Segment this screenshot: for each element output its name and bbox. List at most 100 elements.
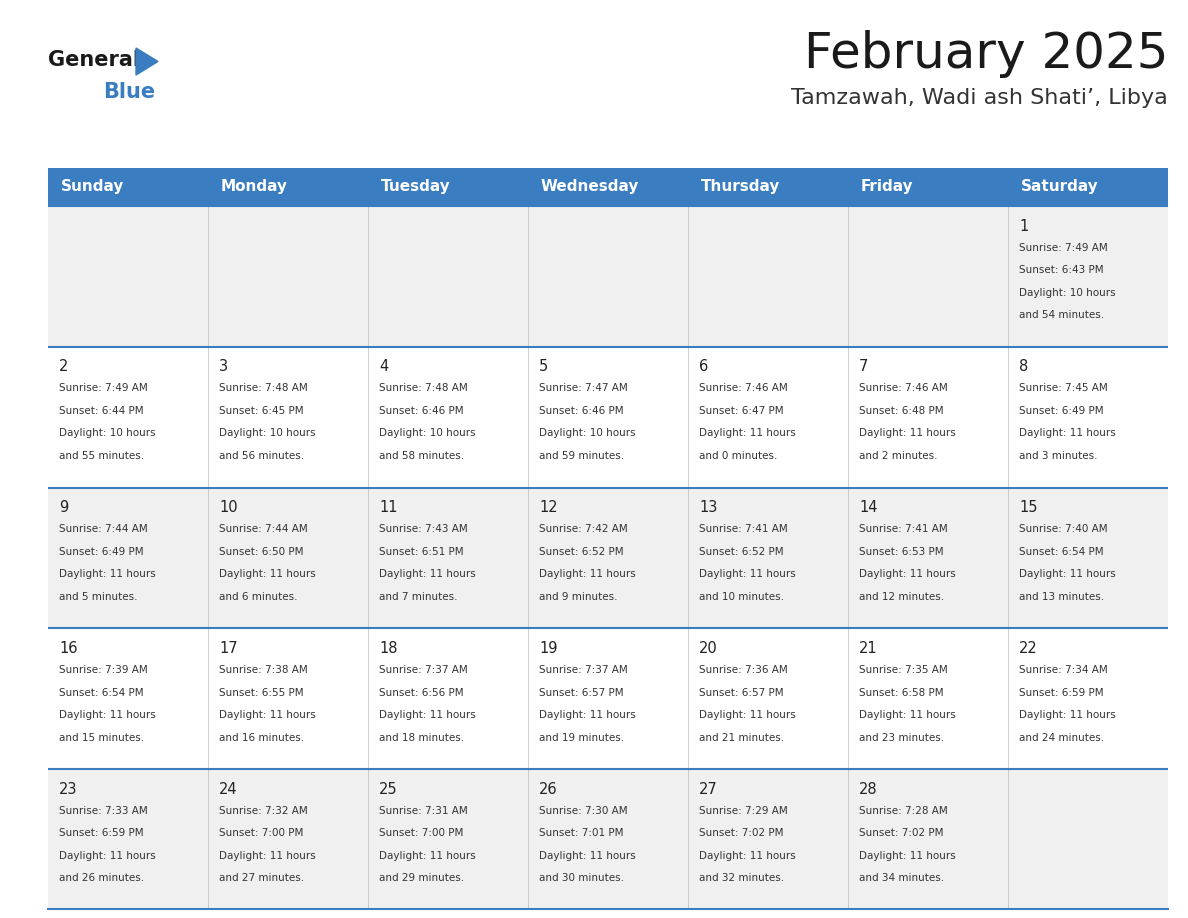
Text: 20: 20 bbox=[700, 641, 718, 656]
Text: Sunrise: 7:46 AM: Sunrise: 7:46 AM bbox=[859, 384, 948, 394]
Text: Wednesday: Wednesday bbox=[541, 180, 639, 195]
Text: 24: 24 bbox=[220, 782, 238, 797]
Text: Daylight: 10 hours: Daylight: 10 hours bbox=[379, 429, 476, 439]
Text: Sunset: 6:45 PM: Sunset: 6:45 PM bbox=[220, 406, 304, 416]
Text: Sunset: 6:52 PM: Sunset: 6:52 PM bbox=[539, 547, 624, 556]
Text: Sunrise: 7:38 AM: Sunrise: 7:38 AM bbox=[220, 665, 308, 675]
Text: 28: 28 bbox=[859, 782, 878, 797]
Text: February 2025: February 2025 bbox=[803, 30, 1168, 78]
Text: Sunset: 6:52 PM: Sunset: 6:52 PM bbox=[700, 547, 784, 556]
Text: Sunrise: 7:36 AM: Sunrise: 7:36 AM bbox=[700, 665, 788, 675]
Text: Sunrise: 7:42 AM: Sunrise: 7:42 AM bbox=[539, 524, 628, 534]
Text: Monday: Monday bbox=[221, 180, 287, 195]
Text: Daylight: 10 hours: Daylight: 10 hours bbox=[539, 429, 636, 439]
Text: Thursday: Thursday bbox=[701, 180, 781, 195]
Text: Sunrise: 7:28 AM: Sunrise: 7:28 AM bbox=[859, 806, 948, 816]
Text: and 34 minutes.: and 34 minutes. bbox=[859, 873, 944, 883]
Text: and 12 minutes.: and 12 minutes. bbox=[859, 592, 944, 602]
Text: Sunset: 6:54 PM: Sunset: 6:54 PM bbox=[1019, 547, 1104, 556]
Text: 7: 7 bbox=[859, 360, 868, 375]
Text: Sunday: Sunday bbox=[61, 180, 125, 195]
Text: Daylight: 11 hours: Daylight: 11 hours bbox=[1019, 710, 1116, 720]
Text: and 59 minutes.: and 59 minutes. bbox=[539, 451, 625, 461]
Text: and 13 minutes.: and 13 minutes. bbox=[1019, 592, 1105, 602]
Text: Tuesday: Tuesday bbox=[381, 180, 450, 195]
Text: 23: 23 bbox=[59, 782, 77, 797]
Text: Sunset: 6:50 PM: Sunset: 6:50 PM bbox=[220, 547, 304, 556]
Text: and 27 minutes.: and 27 minutes. bbox=[220, 873, 304, 883]
Text: Daylight: 10 hours: Daylight: 10 hours bbox=[220, 429, 316, 439]
Text: Daylight: 11 hours: Daylight: 11 hours bbox=[539, 569, 636, 579]
Text: Blue: Blue bbox=[103, 82, 156, 102]
Text: Sunrise: 7:30 AM: Sunrise: 7:30 AM bbox=[539, 806, 627, 816]
Text: and 54 minutes.: and 54 minutes. bbox=[1019, 310, 1105, 320]
Text: Sunset: 6:49 PM: Sunset: 6:49 PM bbox=[1019, 406, 1104, 416]
Text: and 3 minutes.: and 3 minutes. bbox=[1019, 451, 1098, 461]
Text: and 55 minutes.: and 55 minutes. bbox=[59, 451, 144, 461]
Text: Sunset: 6:56 PM: Sunset: 6:56 PM bbox=[379, 688, 463, 698]
Text: Sunrise: 7:47 AM: Sunrise: 7:47 AM bbox=[539, 384, 628, 394]
Text: Sunrise: 7:48 AM: Sunrise: 7:48 AM bbox=[379, 384, 468, 394]
Text: Sunrise: 7:43 AM: Sunrise: 7:43 AM bbox=[379, 524, 468, 534]
Text: Saturday: Saturday bbox=[1020, 180, 1099, 195]
Text: Sunrise: 7:29 AM: Sunrise: 7:29 AM bbox=[700, 806, 788, 816]
Text: Daylight: 11 hours: Daylight: 11 hours bbox=[1019, 429, 1116, 439]
Text: Tamzawah, Wadi ash Shati’, Libya: Tamzawah, Wadi ash Shati’, Libya bbox=[791, 88, 1168, 108]
Text: Daylight: 11 hours: Daylight: 11 hours bbox=[700, 429, 796, 439]
Text: and 5 minutes.: and 5 minutes. bbox=[59, 592, 138, 602]
Text: 19: 19 bbox=[539, 641, 557, 656]
Text: 16: 16 bbox=[59, 641, 77, 656]
Text: Sunset: 6:55 PM: Sunset: 6:55 PM bbox=[220, 688, 304, 698]
Text: Sunset: 6:57 PM: Sunset: 6:57 PM bbox=[539, 688, 624, 698]
Text: and 30 minutes.: and 30 minutes. bbox=[539, 873, 624, 883]
Text: and 0 minutes.: and 0 minutes. bbox=[700, 451, 778, 461]
Text: 4: 4 bbox=[379, 360, 388, 375]
Text: Sunrise: 7:34 AM: Sunrise: 7:34 AM bbox=[1019, 665, 1108, 675]
Text: Daylight: 11 hours: Daylight: 11 hours bbox=[59, 710, 156, 720]
Text: and 24 minutes.: and 24 minutes. bbox=[1019, 733, 1105, 743]
Text: and 23 minutes.: and 23 minutes. bbox=[859, 733, 944, 743]
Text: Sunrise: 7:44 AM: Sunrise: 7:44 AM bbox=[59, 524, 148, 534]
Text: Sunrise: 7:41 AM: Sunrise: 7:41 AM bbox=[859, 524, 948, 534]
Text: Sunrise: 7:48 AM: Sunrise: 7:48 AM bbox=[220, 384, 308, 394]
Text: Sunrise: 7:44 AM: Sunrise: 7:44 AM bbox=[220, 524, 308, 534]
Text: 13: 13 bbox=[700, 500, 718, 515]
Text: 12: 12 bbox=[539, 500, 558, 515]
Text: and 6 minutes.: and 6 minutes. bbox=[220, 592, 298, 602]
Text: Friday: Friday bbox=[861, 180, 914, 195]
Text: Sunrise: 7:49 AM: Sunrise: 7:49 AM bbox=[1019, 242, 1108, 252]
Text: Daylight: 11 hours: Daylight: 11 hours bbox=[220, 569, 316, 579]
Text: Sunset: 6:47 PM: Sunset: 6:47 PM bbox=[700, 406, 784, 416]
Text: Sunrise: 7:46 AM: Sunrise: 7:46 AM bbox=[700, 384, 788, 394]
Text: Sunset: 6:57 PM: Sunset: 6:57 PM bbox=[700, 688, 784, 698]
Text: Sunrise: 7:41 AM: Sunrise: 7:41 AM bbox=[700, 524, 788, 534]
Text: and 10 minutes.: and 10 minutes. bbox=[700, 592, 784, 602]
Text: Sunset: 6:46 PM: Sunset: 6:46 PM bbox=[379, 406, 463, 416]
Text: Daylight: 11 hours: Daylight: 11 hours bbox=[539, 710, 636, 720]
Text: Sunset: 6:48 PM: Sunset: 6:48 PM bbox=[859, 406, 943, 416]
Text: and 16 minutes.: and 16 minutes. bbox=[220, 733, 304, 743]
Text: Daylight: 11 hours: Daylight: 11 hours bbox=[859, 710, 956, 720]
Text: 11: 11 bbox=[379, 500, 398, 515]
Text: Sunrise: 7:45 AM: Sunrise: 7:45 AM bbox=[1019, 384, 1108, 394]
Text: Sunset: 6:46 PM: Sunset: 6:46 PM bbox=[539, 406, 624, 416]
Text: Sunset: 6:43 PM: Sunset: 6:43 PM bbox=[1019, 265, 1104, 275]
Text: 5: 5 bbox=[539, 360, 549, 375]
Text: Sunrise: 7:33 AM: Sunrise: 7:33 AM bbox=[59, 806, 148, 816]
Text: 25: 25 bbox=[379, 782, 398, 797]
Text: Sunset: 6:49 PM: Sunset: 6:49 PM bbox=[59, 547, 144, 556]
Text: and 9 minutes.: and 9 minutes. bbox=[539, 592, 618, 602]
Text: and 32 minutes.: and 32 minutes. bbox=[700, 873, 784, 883]
Text: and 18 minutes.: and 18 minutes. bbox=[379, 733, 465, 743]
Text: Daylight: 10 hours: Daylight: 10 hours bbox=[1019, 287, 1116, 297]
Text: 2: 2 bbox=[59, 360, 69, 375]
Text: 22: 22 bbox=[1019, 641, 1038, 656]
Text: Sunset: 7:02 PM: Sunset: 7:02 PM bbox=[859, 828, 943, 838]
Text: and 15 minutes.: and 15 minutes. bbox=[59, 733, 144, 743]
Text: Sunset: 7:02 PM: Sunset: 7:02 PM bbox=[700, 828, 784, 838]
Text: Sunrise: 7:49 AM: Sunrise: 7:49 AM bbox=[59, 384, 148, 394]
Text: Sunset: 6:58 PM: Sunset: 6:58 PM bbox=[859, 688, 943, 698]
Text: Sunrise: 7:37 AM: Sunrise: 7:37 AM bbox=[539, 665, 628, 675]
Text: Daylight: 11 hours: Daylight: 11 hours bbox=[859, 429, 956, 439]
Text: Sunrise: 7:39 AM: Sunrise: 7:39 AM bbox=[59, 665, 148, 675]
